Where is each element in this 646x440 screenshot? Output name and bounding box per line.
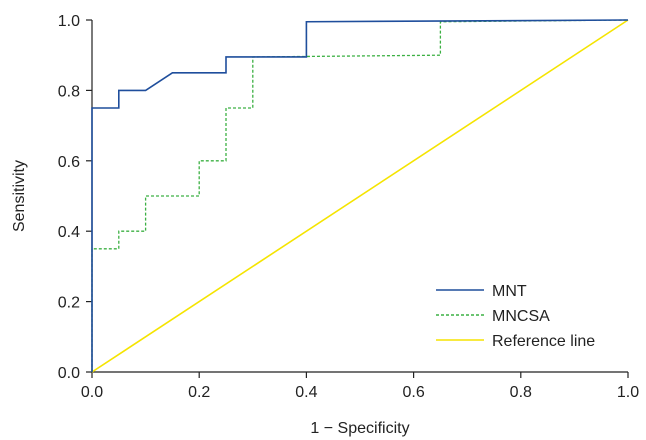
x-tick-label: 0.8 <box>510 384 532 401</box>
y-axis-label: Sensitivity <box>11 160 28 232</box>
x-tick-label: 1.0 <box>617 384 639 401</box>
x-axis-label: 1 − Specificity <box>310 420 409 437</box>
legend-label: MNCSA <box>492 308 550 325</box>
y-tick-label: 0.8 <box>58 83 80 100</box>
x-tick-label: 0.6 <box>402 384 424 401</box>
legend-label: MNT <box>492 283 527 300</box>
y-tick-label: 0.2 <box>58 295 80 312</box>
y-tick-label: 0.0 <box>58 365 80 382</box>
x-tick-label: 0.0 <box>81 384 103 401</box>
series-line-reference-line <box>91 19 629 373</box>
series-layer <box>91 19 629 373</box>
legend: MNT MNCSA Reference line <box>436 283 595 350</box>
y-ticks: 0.0 0.2 0.4 0.6 0.8 1.0 <box>58 13 92 382</box>
y-tick-label: 0.6 <box>58 154 80 171</box>
plot-area: 0.0 0.2 0.4 0.6 0.8 1.0 0.0 0.2 0.4 0.6 0.8 1.0 <box>58 13 639 401</box>
series-line-mncsa <box>91 19 629 372</box>
y-tick-label: 0.4 <box>58 224 80 241</box>
x-tick-label: 0.4 <box>295 384 317 401</box>
legend-label: Reference line <box>492 333 595 350</box>
x-tick-label: 0.2 <box>188 384 210 401</box>
y-tick-label: 1.0 <box>58 13 80 30</box>
series-line-mnt <box>91 19 629 372</box>
x-ticks: 0.0 0.2 0.4 0.6 0.8 1.0 <box>81 372 639 401</box>
